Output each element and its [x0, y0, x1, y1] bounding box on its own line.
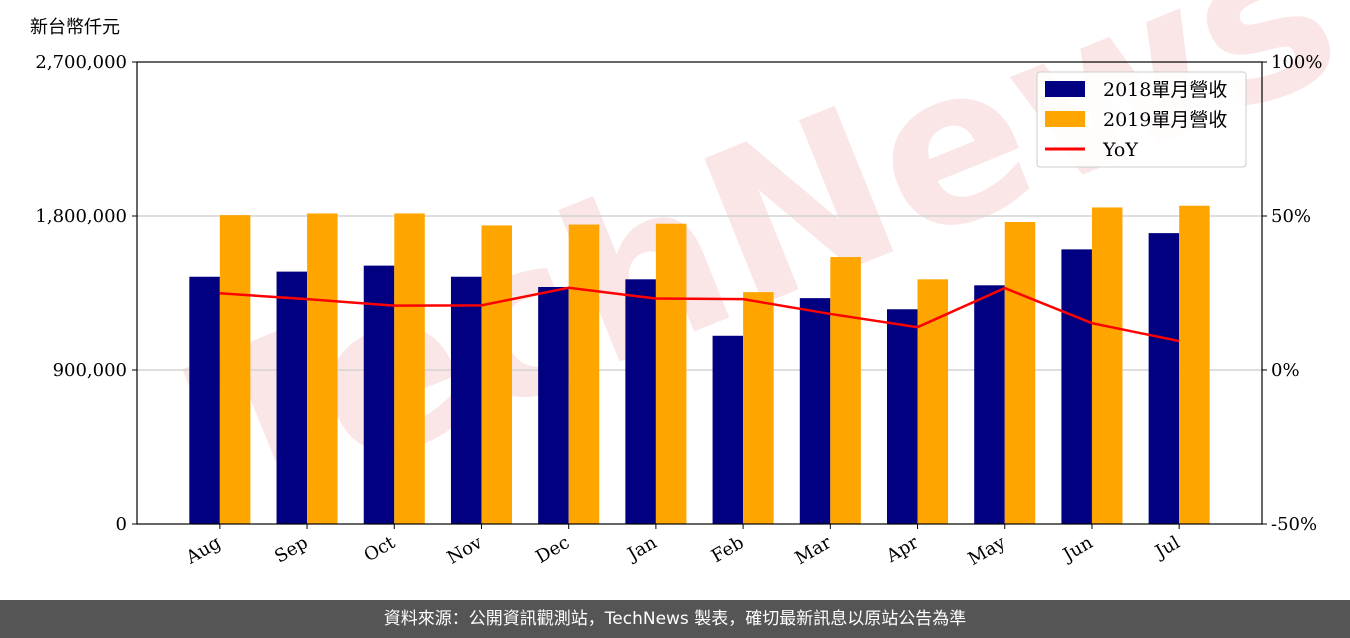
y-tick-label: 0 [116, 514, 127, 535]
bar-2018-mar [799, 298, 831, 524]
legend-swatch-2018 [1045, 81, 1085, 97]
bar-2019-nov [481, 225, 512, 524]
x-tick-label-may: May [965, 532, 1010, 570]
bar-2019-jan [655, 223, 687, 524]
bar-2019-dec [568, 224, 600, 525]
bar-2018-sep [276, 271, 308, 524]
yoy-line [219, 286, 1180, 343]
yoy-line-layer [219, 286, 1180, 343]
bar-2019-may [1004, 221, 1036, 524]
legend-swatch-2019 [1045, 111, 1085, 127]
x-tick-label-jan: Jan [623, 532, 661, 566]
bar-2019-sep [307, 213, 338, 524]
y2-tick-label: 0% [1271, 360, 1300, 381]
legend-label-2018: 2018單月營收 [1103, 79, 1227, 101]
bar-2018-aug [189, 276, 220, 524]
bar-2019-jul [1179, 205, 1210, 524]
x-tick-label-apr: Apr [882, 532, 922, 567]
y-tick-label: 2,700,000 [35, 52, 127, 73]
bars [189, 205, 1210, 525]
bar-2018-feb [712, 335, 744, 524]
bar-2018-jan [625, 279, 656, 524]
y-tick-label: 900,000 [53, 360, 127, 381]
y2-tick-label: -50% [1271, 514, 1317, 535]
bar-2018-dec [538, 287, 569, 524]
legend-label-2019: 2019單月營收 [1103, 109, 1227, 131]
bar-2019-oct [394, 213, 425, 524]
bar-2018-may [974, 285, 1005, 524]
y2-tick-label: 50% [1271, 206, 1311, 227]
x-tick-label-aug: Aug [182, 532, 225, 569]
bar-2019-jun [1091, 207, 1123, 524]
source-footer: 資料來源：公開資訊觀測站，TechNews 製表，確切最新訊息以原站公告為準 [0, 600, 1350, 638]
revenue-yoy-chart: TechNews 0900,0001,800,0002,700,000-50%0… [30, 0, 1350, 570]
y2-tick-label: 100% [1271, 52, 1322, 73]
bar-2018-oct [363, 265, 395, 524]
x-tick-label-feb: Feb [708, 532, 748, 567]
source-text: 資料來源：公開資訊觀測站，TechNews 製表，確切最新訊息以原站公告為準 [383, 609, 967, 629]
plot-frame [136, 61, 1263, 525]
legend-label-yoy: YoY [1102, 139, 1138, 161]
bar-2019-feb [743, 292, 774, 524]
x-tick-label-oct: Oct [360, 532, 399, 567]
x-tick-label-nov: Nov [444, 532, 487, 569]
bar-2019-aug [219, 215, 251, 524]
bar-2018-jun [1061, 249, 1092, 524]
x-tick-label-jun: Jun [1058, 532, 1097, 567]
y-axis-unit-label: 新台幣仟元 [30, 17, 120, 38]
bar-2019-mar [830, 257, 861, 524]
x-tick-label-mar: Mar [792, 532, 836, 569]
bar-2018-apr [887, 309, 918, 524]
legend-box [1036, 71, 1247, 168]
bar-2018-nov [450, 276, 482, 524]
bar-2018-jul [1148, 233, 1180, 524]
y-tick-label: 1,800,000 [35, 206, 127, 227]
x-tick-label-jul: Jul [1150, 532, 1184, 564]
x-tick-label-dec: Dec [532, 532, 573, 568]
legend: 2018單月營收 2019單月營收 YoY [1036, 71, 1247, 168]
